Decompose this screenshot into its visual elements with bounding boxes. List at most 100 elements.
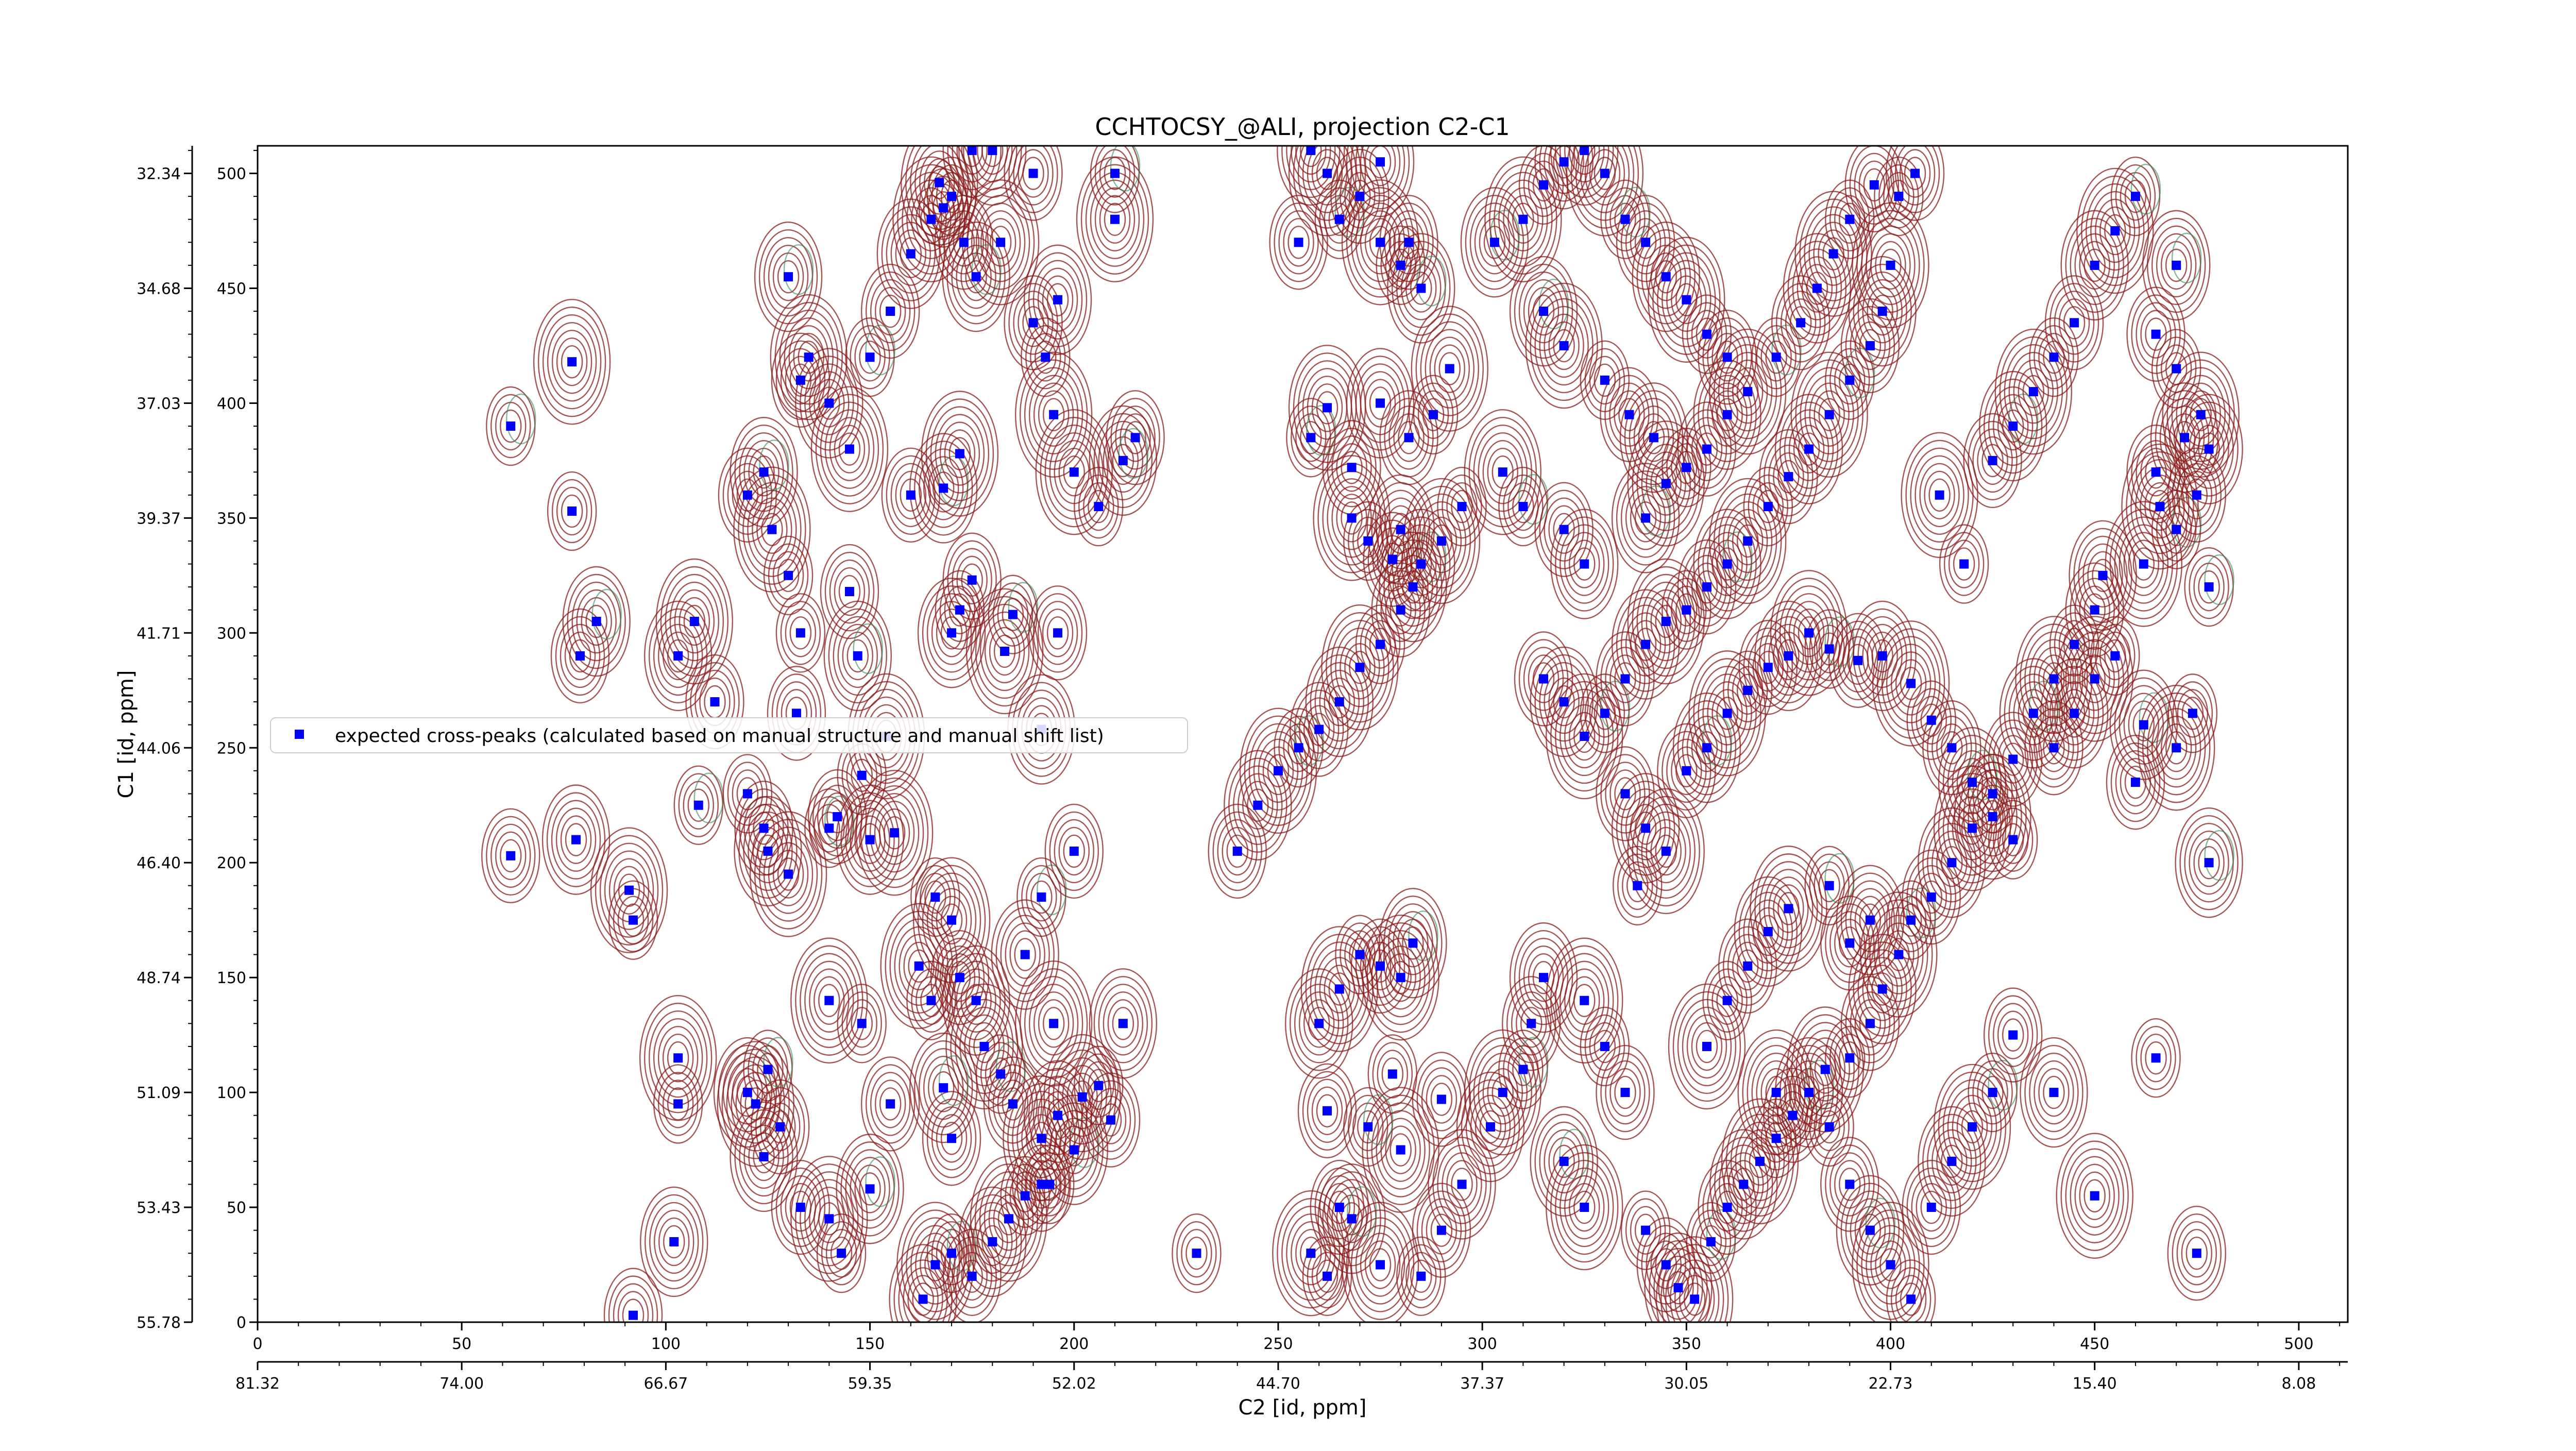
contour-ring [1544,313,1584,378]
contour-ring [2099,206,2131,256]
contour-ring [2185,478,2208,512]
contour-ring [1584,1014,1625,1079]
contour-ring [754,221,823,332]
contour-ring [775,1167,826,1247]
contour-ring [824,409,875,489]
contour-ring [1840,1183,1900,1278]
contour-ring [1690,1209,1732,1274]
cross-peak-marker [2090,1191,2099,1201]
contour-ring [785,1183,817,1232]
cross-peak-marker [1355,192,1365,201]
contour-ring [2038,654,2070,703]
contour-ring [1350,1217,1410,1312]
contour-ring [2151,329,2201,409]
contour-ring [1379,888,1447,999]
contour-ring [989,226,1012,259]
contour-ring [1509,922,1578,1033]
contour-ring [1920,880,1942,914]
cross-peak-marker [571,835,581,845]
cross-peak-marker [1702,329,1711,339]
contour-ring [1035,409,1113,535]
cross-peak-marker [1559,697,1569,707]
contour-ring [1021,865,1062,930]
contour-ring [890,463,931,527]
contour-ring [1688,650,1766,777]
contour-ring [1298,991,1340,1056]
cross-peak-marker [1682,463,1691,473]
contour-ring [926,593,977,673]
contour-ring [1002,1087,1024,1121]
contour-ring [1303,705,1335,754]
contour-ring [931,601,972,665]
contour-ring [777,857,800,891]
contour-ring [874,1079,906,1128]
contour-ring [1009,930,1041,979]
contour-ring [1242,781,1274,830]
cross-peak-marker [1580,559,1589,569]
contour-ring [1473,1044,1532,1140]
contour-ring [2038,333,2070,382]
contour-ring [1316,1259,1338,1293]
contour-ring [881,447,941,543]
cross-peak-marker [1020,950,1030,959]
cross-peak-marker [1641,639,1651,649]
contour-ring [613,866,645,915]
contour-ring [834,567,866,616]
contour-ring [1281,146,1341,198]
contour-ring [798,341,820,374]
contour-ring [541,784,611,895]
contour-ring [2018,367,2049,416]
cross-peak-marker [1763,502,1773,512]
cross-peak-marker [1702,582,1711,592]
contour-ring [1941,731,1963,765]
y-ppm-tick-label: 53.43 [137,1199,181,1217]
contour-ring [1655,834,1677,868]
cross-peak-marker [2130,778,2140,787]
contour-ring [1947,1087,1997,1167]
contour-ring [910,146,969,230]
contour-ring [914,146,964,223]
contour-ring [846,639,869,673]
contour-ring [1981,444,2004,478]
cross-peak-marker [1334,214,1344,224]
contour-ring [1943,532,1985,596]
contour-ring [793,333,824,382]
contour-ring [1107,999,1139,1048]
contour-ring [2044,275,2104,370]
contour-ring [2043,1075,2065,1109]
contour-ring [1696,432,1718,466]
contour-ring [1722,351,1773,432]
contour-ring [599,842,659,938]
contour-ring [2150,382,2219,493]
contour-ring [1389,1133,1412,1167]
contour-ring [1776,283,1826,363]
cross-peak-marker [1828,249,1838,259]
contour-ring [1098,984,1148,1064]
cross-peak-marker [1886,1260,1895,1270]
x-index-tick-label: 150 [855,1335,885,1353]
x-axis-label: C2 [id, ppm] [1239,1396,1367,1420]
contour-ring [1032,593,1083,673]
contour-ring [1032,260,1083,340]
cross-peak-marker [1722,708,1732,718]
y-ppm-tick-label: 41.71 [137,625,181,643]
contour-ring [2165,248,2188,282]
contour-ring [881,206,941,301]
contour-ring [674,589,715,654]
contour-ring [1103,991,1144,1056]
contour-ring [1553,685,1575,719]
contour-ring [1272,1190,1350,1317]
contour-ring [2054,612,2095,677]
contour-ring [771,1159,831,1255]
contour-ring [742,482,802,577]
contour-ring [1854,321,1886,370]
contour-ring [2065,217,2124,313]
contour-ring [1176,1221,1217,1286]
contour-ring [1512,203,1534,236]
cross-peak-marker [784,570,793,580]
contour-ring [1548,677,1580,727]
contour-ring [1829,911,1870,975]
negative-contour-ring [1306,405,1336,456]
cross-peak-marker [1436,1094,1446,1104]
cross-peak-marker [1008,1099,1018,1109]
